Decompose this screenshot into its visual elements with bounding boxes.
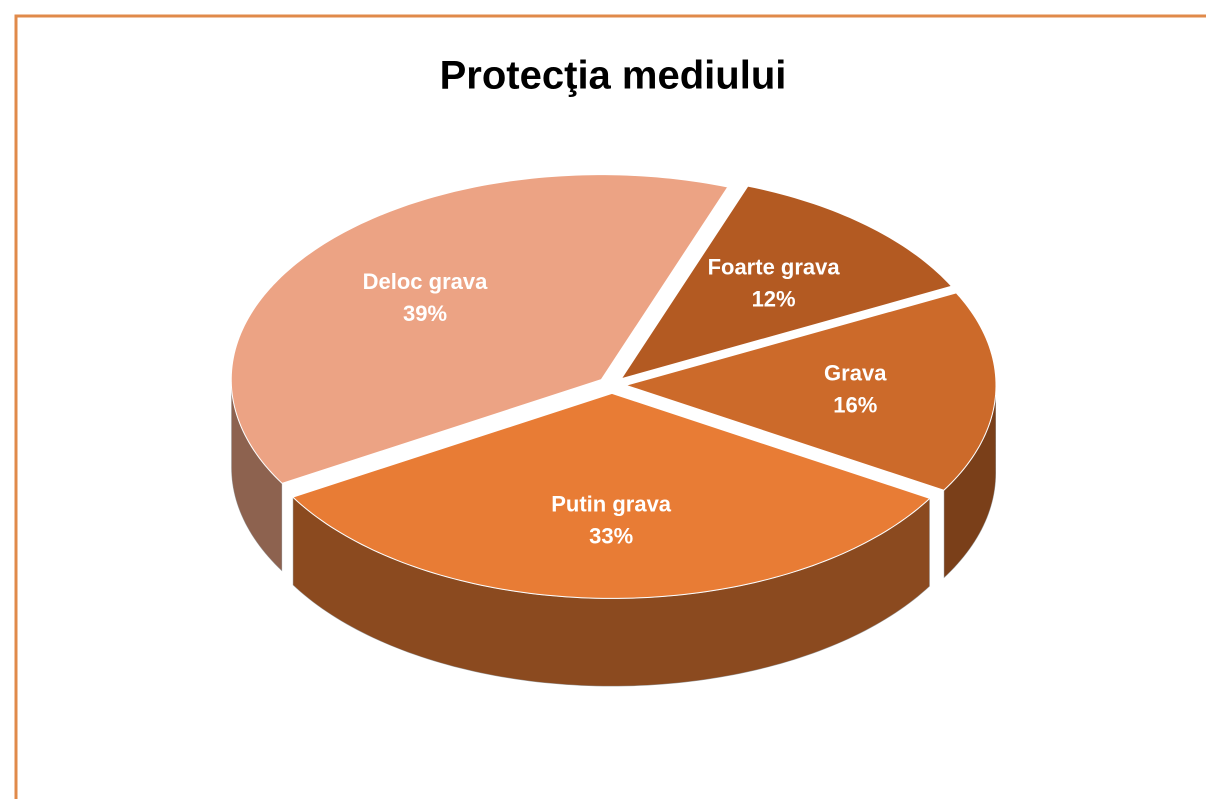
data-label-value: 33% (589, 523, 633, 548)
data-label-value: 12% (752, 286, 796, 311)
data-label-value: 16% (833, 393, 877, 418)
data-label-name: Putin grava (551, 491, 672, 516)
data-label-name: Foarte grava (708, 254, 841, 279)
frame (14, 14, 1206, 799)
wall-shade (292, 497, 930, 687)
slice (624, 292, 997, 491)
data-label-name: Grava (824, 361, 887, 386)
data-label-value: 39% (403, 301, 447, 326)
slice (230, 174, 729, 484)
slice (291, 392, 931, 599)
chart-title: Protecţia mediului (440, 54, 787, 98)
wall-shade (231, 379, 283, 572)
data-label-name: Deloc grava (363, 269, 488, 294)
wall-shade (943, 385, 996, 579)
slice (620, 185, 953, 380)
